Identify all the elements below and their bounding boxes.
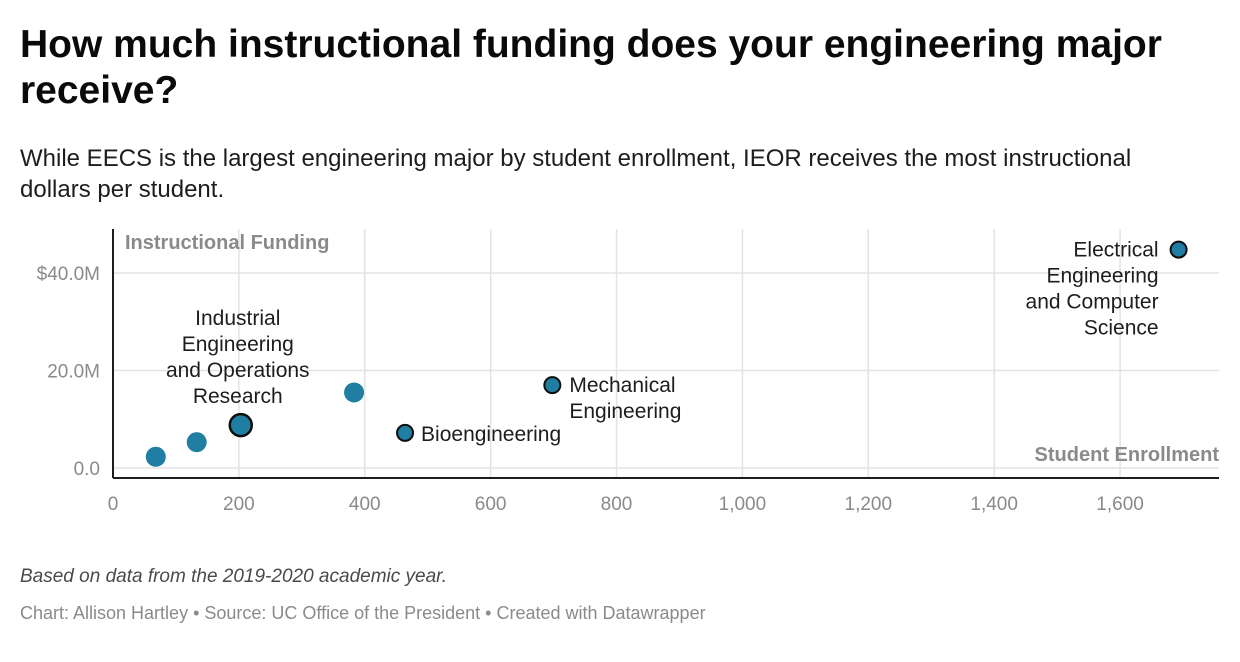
point-label: Industrial Engineering and Operations Resea… — [166, 307, 310, 408]
point-unlabeled — [186, 432, 207, 453]
point-label-line: Mechanical — [569, 374, 675, 397]
x-tick-label: 800 — [601, 494, 633, 515]
point-label-line: Bioengineering — [421, 423, 561, 446]
axes: 0.0 20.0M $40.0M 0 200 400 600 800 1,000 1,200 1,4… — [37, 229, 1219, 515]
x-tick-label: 1,600 — [1096, 494, 1144, 515]
point-label: Bioengineering — [421, 423, 561, 446]
x-tick-label: 1,000 — [719, 494, 767, 515]
x-tick-label: 600 — [475, 494, 507, 515]
x-tick-label: 1,200 — [845, 494, 893, 515]
point-unlabeled — [145, 446, 166, 467]
x-tick-label: 1,400 — [970, 494, 1018, 515]
y-tick-label: $40.0M — [37, 264, 100, 285]
point-label-line: Research — [193, 385, 283, 408]
point-label-line: and Computer — [1026, 291, 1159, 314]
x-axis-label: Student Enrollment — [1035, 444, 1220, 466]
point-label-line: Science — [1084, 317, 1159, 340]
point-mechanical-engineering — [543, 376, 562, 395]
point-labels: Industrial Engineering and Operations Resea… — [166, 239, 1159, 446]
point-label-line: and Operations — [166, 359, 310, 382]
x-tick-label: 400 — [349, 494, 381, 515]
point-label: Electrical Engineering and Computer Science — [1026, 239, 1159, 340]
point-unlabeled — [344, 382, 365, 403]
point-label-line: Electrical — [1073, 239, 1158, 262]
point-electrical-engineering-and-computer-science — [1169, 240, 1188, 259]
y-axis-label: Instructional Funding — [125, 232, 329, 254]
x-tick-label: 200 — [223, 494, 255, 515]
x-tick-label: 0 — [108, 494, 119, 515]
chart-title: How much instructional funding does your… — [20, 23, 1162, 112]
point-label-line: Engineering — [569, 400, 681, 423]
point-industrial-engineering-and-operations-research — [228, 412, 254, 438]
y-tick-label: 20.0M — [47, 362, 100, 383]
point-label-line: Engineering — [182, 333, 294, 356]
grid-lines — [113, 229, 1219, 478]
point-label-line: Engineering — [1047, 265, 1159, 288]
chart-notes: Based on data from the 2019-2020 academi… — [20, 566, 448, 587]
point-bioengineering — [396, 423, 415, 442]
data-points — [145, 240, 1188, 467]
point-label: Mechanical Engineering — [569, 374, 681, 423]
chart-subtitle: While EECS is the largest engineering ma… — [20, 145, 1132, 203]
y-tick-label: 0.0 — [74, 459, 100, 480]
point-label-line: Industrial — [195, 307, 280, 330]
chart-byline: Chart: Allison Hartley • Source: UC Offi… — [20, 603, 706, 623]
